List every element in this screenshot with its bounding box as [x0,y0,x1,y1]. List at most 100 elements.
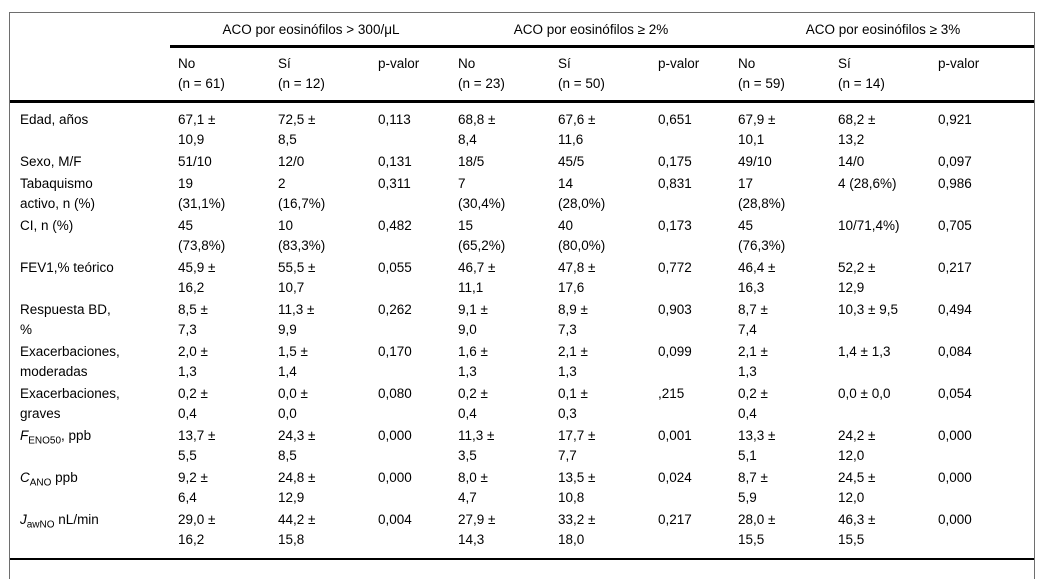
p-value-cell: 0,831 [658,176,692,191]
cell-value: 51/10 [178,154,212,169]
p-value-cell: 0,099 [658,344,692,359]
row-label: Exacerbaciones, graves [20,386,120,421]
table-row: Tabaquismo activo, n (%) 19 (31,1%) 2 (16,… [10,173,1034,215]
cell-value: 24,8 ± 12,9 [278,470,316,505]
cell-value: 10 (83,3%) [278,218,326,253]
p-value-cell: 0,097 [938,154,972,169]
cell-value: 33,2 ± 18,0 [550,509,650,560]
table-body: Edad, años 67,1 ± 10,9 72,5 ± 8,5 0,113 68,8… [10,102,1035,560]
group-header-eos3pct: ACO por eosinófilos ≥ 3% [730,13,1035,48]
table-row: Respuesta BD, % 8,5 ± 7,3 11,3 ± 9,9 0,262 9… [10,299,1034,341]
cell-value: 55,5 ± 10,7 [278,260,316,295]
p-value-cell: 0,113 [378,112,411,127]
column-header-si: Sí (n = 14) [830,46,931,103]
cell-value: 8,7 ± 5,9 [738,470,768,505]
p-value-cell: 0,000 [930,509,1035,560]
column-header-no: No (n = 61) [170,46,270,103]
p-value-cell: 0,482 [378,218,412,233]
p-value-cell: 0,772 [658,260,692,275]
cell-value: 28,0 ± 15,5 [730,509,831,560]
cell-value: 68,2 ± 13,2 [838,112,876,147]
p-value-cell: 0,054 [938,386,972,401]
cell-value: 4 (28,6%) [838,176,897,191]
cell-value: 45/5 [558,154,585,169]
table-row: CI, n (%) 45 (73,8%) 10 (83,3%) 0,482 15 (65… [10,215,1034,257]
p-value-cell: 0,080 [378,386,412,401]
cell-value: 9,2 ± 6,4 [178,470,208,505]
p-value-cell: 0,903 [658,302,692,317]
cell-value: 19 (31,1%) [178,176,226,211]
cell-value: 0,1 ± 0,3 [558,386,588,421]
subheader-row: No (n = 61) Sí (n = 12) p-valor No (n = … [10,46,1035,103]
cell-value: 0,2 ± 0,4 [178,386,208,421]
row-label: Exacerbaciones, moderadas [20,344,120,379]
cell-value: 1,4 ± 1,3 [838,344,891,359]
cell-value: 67,1 ± 10,9 [178,112,216,147]
table-row: JawNO nL/min 29,0 ± 16,2 44,2 ± 15,8 0,004 2… [10,509,1035,560]
cell-value: 46,7 ± 11,1 [458,260,496,295]
cell-value: 2,1 ± 1,3 [738,344,768,379]
comparison-table: ACO por eosinófilos > 300/μL ACO por eos… [10,13,1035,560]
group-header-row: ACO por eosinófilos > 300/μL ACO por eos… [10,13,1035,48]
cell-value: 0,2 ± 0,4 [458,386,488,421]
p-value-cell: 0,651 [658,112,692,127]
p-value-cell: 0,084 [938,344,972,359]
cell-value: 46,4 ± 16,3 [738,260,776,295]
p-value-cell: 0,494 [938,302,972,317]
table-container: ACO por eosinófilos > 300/μL ACO por eos… [9,12,1035,579]
cell-value: 13,3 ± 5,1 [738,428,776,463]
cell-value: 67,6 ± 11,6 [558,112,596,147]
cell-value: 2,1 ± 1,3 [558,344,588,379]
cell-value: 67,9 ± 10,1 [738,112,776,147]
cell-value: 2,0 ± 1,3 [178,344,208,379]
cell-value: 29,0 ± 16,2 [170,509,270,560]
cell-value: 46,3 ± 15,5 [830,509,931,560]
cell-value: 18/5 [458,154,485,169]
cell-value: 12/0 [278,154,305,169]
cell-value: 10/71,4%) [838,218,900,233]
column-header-si: Sí (n = 12) [270,46,370,103]
column-header-no: No (n = 59) [730,46,831,103]
p-value-cell: 0,170 [378,344,412,359]
p-value-cell: 0,173 [658,218,692,233]
group-header-eos2pct: ACO por eosinófilos ≥ 2% [450,13,731,48]
table-row: Exacerbaciones, moderadas 2,0 ± 1,3 1,5 ± … [10,341,1034,383]
p-value-cell: 0,000 [938,428,972,443]
row-label: Tabaquismo activo, n (%) [20,176,96,211]
cell-value: 72,5 ± 8,5 [278,112,316,147]
row-label: FEV1,% teórico [20,260,114,275]
column-header-no: No (n = 23) [450,46,550,103]
p-value-cell: 0,024 [658,470,692,485]
cell-value: 10,3 ± 9,5 [838,302,898,317]
row-label: Sexo, M/F [20,154,82,169]
cell-value: 45 (73,8%) [178,218,226,253]
column-header-pvalue: p-valor [650,46,731,103]
p-value-cell: 0,986 [938,176,972,191]
cell-value: 45,9 ± 16,2 [178,260,216,295]
row-label: Respuesta BD, % [20,302,111,337]
cell-value: 17 (28,8%) [738,176,786,211]
cell-value: 17,7 ± 7,7 [558,428,596,463]
p-value-cell: 0,000 [378,428,412,443]
cell-value: 1,6 ± 1,3 [458,344,488,379]
cell-value: 52,2 ± 12,9 [838,260,876,295]
p-value-cell: 0,000 [378,470,412,485]
row-label: JawNO nL/min [10,509,170,560]
row-label: FENO50, ppb [20,428,92,447]
cell-value: 1,5 ± 1,4 [278,344,308,379]
cell-value: 2 (16,7%) [278,176,326,211]
table-row: FENO50, ppb 13,7 ± 5,5 24,3 ± 8,5 0,000 11,3… [10,425,1034,467]
cell-value: 0,2 ± 0,4 [738,386,768,421]
p-value-cell: 0,921 [938,112,972,127]
p-value-cell: 0,001 [658,428,692,443]
cell-value: 8,7 ± 7,4 [738,302,768,337]
table-row: CANO ppb 9,2 ± 6,4 24,8 ± 12,9 0,000 8,0 ± 4… [10,467,1034,509]
cell-value: 8,9 ± 7,3 [558,302,588,337]
column-header-si: Sí (n = 50) [550,46,650,103]
cell-value: 8,0 ± 4,7 [458,470,488,505]
cell-value: 8,5 ± 7,3 [178,302,208,337]
cell-value: 15 (65,2%) [458,218,506,253]
cell-value: 24,3 ± 8,5 [278,428,316,463]
cell-value: 68,8 ± 8,4 [458,112,496,147]
cell-value: 13,7 ± 5,5 [178,428,216,463]
